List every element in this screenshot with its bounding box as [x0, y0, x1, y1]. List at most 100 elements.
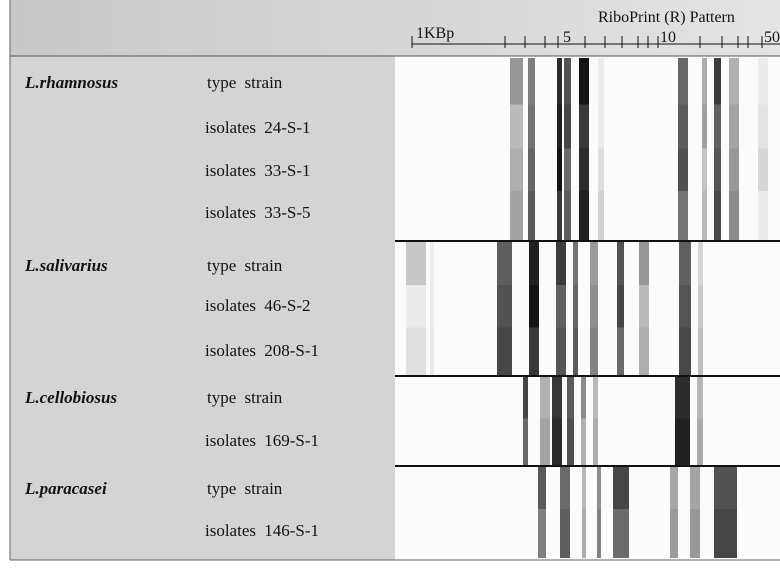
band — [690, 509, 700, 558]
band — [528, 105, 535, 149]
band — [679, 242, 691, 285]
band — [670, 509, 678, 558]
scale-label: 50 — [764, 29, 780, 46]
band — [597, 467, 601, 509]
scale-label: 1KBp — [416, 25, 454, 42]
band — [670, 467, 678, 509]
band — [590, 242, 598, 285]
band — [556, 328, 566, 376]
strain-label: type strain — [207, 388, 283, 407]
band — [698, 242, 703, 285]
strain-label: isolates 146-S-1 — [205, 521, 319, 540]
band — [598, 149, 604, 192]
band — [714, 105, 721, 149]
band — [573, 285, 578, 328]
band — [406, 285, 426, 328]
band — [714, 58, 721, 105]
band — [497, 242, 512, 285]
band — [697, 377, 703, 419]
band — [564, 149, 571, 192]
band — [679, 285, 691, 328]
band — [510, 58, 523, 105]
band — [675, 377, 690, 419]
band — [556, 242, 566, 285]
figure-title: RiboPrint (R) Pattern — [598, 9, 735, 26]
strain-label: isolates 24-S-1 — [205, 118, 311, 137]
strain-label: type strain — [207, 479, 283, 498]
band — [593, 377, 598, 419]
band — [579, 149, 589, 192]
band — [430, 328, 434, 376]
strain-label: isolates 46-S-2 — [205, 296, 311, 315]
band — [617, 285, 624, 328]
band — [556, 285, 566, 328]
band — [581, 377, 586, 419]
band — [579, 105, 589, 149]
band — [581, 419, 586, 466]
band — [617, 328, 624, 376]
band — [528, 191, 535, 240]
band — [567, 377, 574, 419]
band — [675, 419, 690, 466]
band — [528, 149, 535, 192]
band — [598, 191, 604, 240]
band — [538, 467, 546, 509]
band — [758, 58, 768, 105]
band — [529, 328, 539, 376]
band — [598, 58, 604, 105]
band — [567, 419, 574, 466]
band — [702, 191, 707, 240]
band — [540, 377, 550, 419]
band — [679, 328, 691, 376]
strain-label: type strain — [207, 256, 283, 275]
band — [714, 509, 737, 558]
band — [613, 467, 629, 509]
band — [758, 191, 768, 240]
band — [714, 191, 721, 240]
band — [714, 467, 737, 509]
band — [510, 191, 523, 240]
band — [573, 328, 578, 376]
band — [729, 149, 739, 192]
band — [590, 328, 598, 376]
band — [758, 149, 768, 192]
band — [579, 191, 589, 240]
band — [529, 285, 539, 328]
band — [729, 105, 739, 149]
species-label: L.salivarius — [24, 256, 108, 275]
band — [639, 328, 649, 376]
band — [597, 509, 601, 558]
strain-label: isolates 33-S-5 — [205, 203, 311, 222]
band — [698, 328, 703, 376]
band — [406, 328, 426, 376]
strain-label: isolates 33-S-1 — [205, 161, 311, 180]
species-label: L.paracasei — [24, 479, 107, 498]
band — [598, 105, 604, 149]
band — [582, 467, 586, 509]
band — [678, 58, 688, 105]
band — [639, 242, 649, 285]
band — [497, 285, 512, 328]
band — [678, 191, 688, 240]
band — [564, 58, 571, 105]
band — [678, 105, 688, 149]
band — [557, 105, 562, 149]
band — [497, 328, 512, 376]
band — [523, 377, 528, 419]
band — [698, 285, 703, 328]
band — [639, 285, 649, 328]
band — [528, 58, 535, 105]
band — [573, 242, 578, 285]
band — [690, 467, 700, 509]
band — [613, 509, 629, 558]
band — [523, 419, 528, 466]
band — [430, 285, 434, 328]
band — [538, 509, 546, 558]
band — [758, 105, 768, 149]
band — [702, 105, 707, 149]
band — [406, 242, 426, 285]
band — [593, 419, 598, 466]
scale-label: 5 — [563, 29, 571, 46]
band — [678, 149, 688, 192]
band — [564, 191, 571, 240]
